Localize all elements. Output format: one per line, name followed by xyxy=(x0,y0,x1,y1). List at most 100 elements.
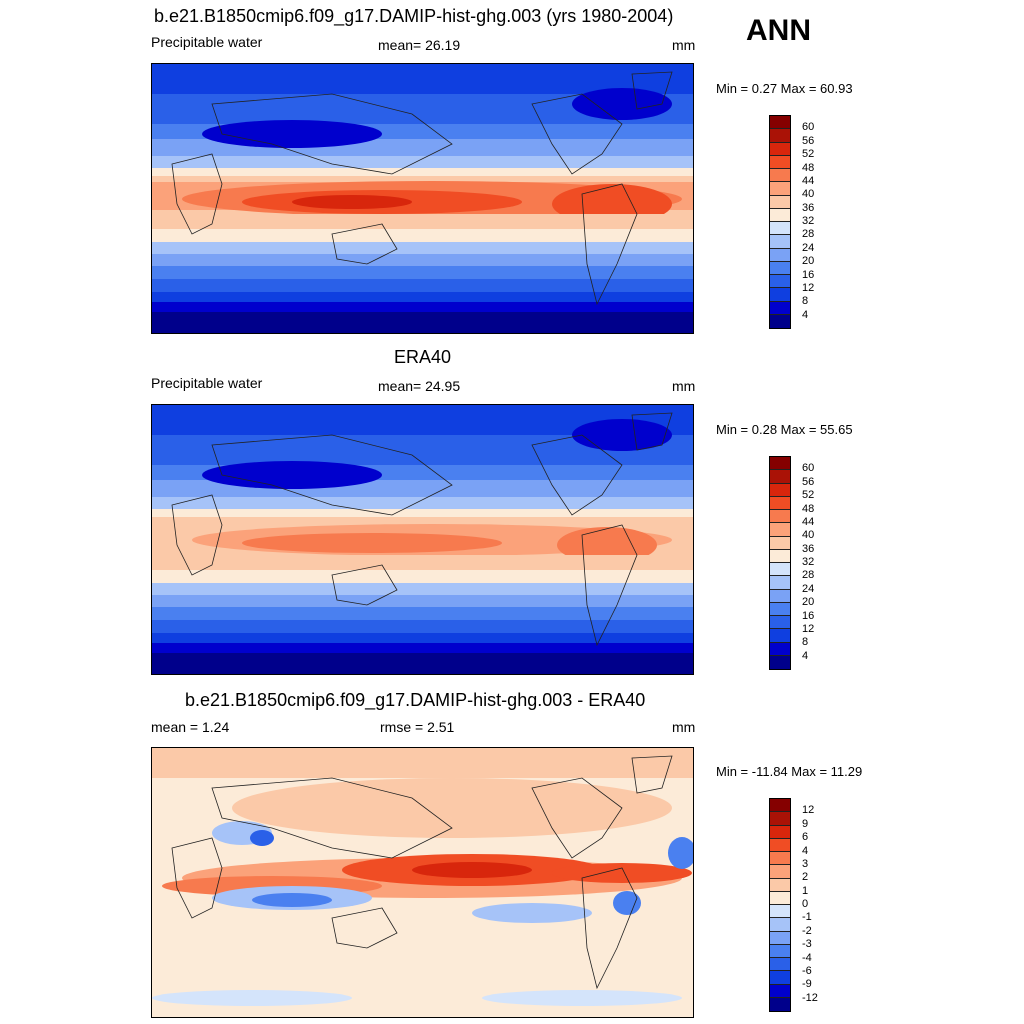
colorbar-tick-label: -9 xyxy=(802,978,812,991)
colorbar-swatch xyxy=(770,496,790,510)
colorbar-swatch xyxy=(770,222,790,236)
colorbar-swatch xyxy=(770,629,790,643)
panel-2-map xyxy=(151,404,694,675)
panel-3-units-label: mm xyxy=(672,719,696,735)
colorbar-tick-label: 32 xyxy=(802,215,815,227)
colorbar-tick-label: 24 xyxy=(802,241,815,254)
panel-3-colorbar xyxy=(769,798,791,1012)
colorbar-tick-label: 12 xyxy=(802,622,815,635)
colorbar-swatch xyxy=(770,825,790,839)
colorbar-tick-label: 0 xyxy=(802,898,809,910)
panel-3-mean-label: mean = 1.24 xyxy=(151,719,230,735)
colorbar-swatch xyxy=(770,944,790,958)
colorbar-swatch xyxy=(770,997,790,1011)
panel-3-title: b.e21.B1850cmip6.f09_g17.DAMIP-hist-ghg.… xyxy=(185,690,646,710)
colorbar-tick-label: 40 xyxy=(802,188,815,201)
panel-1-map xyxy=(151,63,694,334)
colorbar-tick-label: 60 xyxy=(802,121,815,134)
colorbar-swatch xyxy=(770,510,790,524)
colorbar-swatch xyxy=(770,602,790,616)
colorbar-tick-label: 44 xyxy=(802,515,815,528)
colorbar-swatch xyxy=(770,642,790,656)
colorbar-swatch xyxy=(770,905,790,919)
colorbar-swatch xyxy=(770,549,790,563)
panel-2-units-label: mm xyxy=(672,378,696,394)
panel-3-map xyxy=(151,747,694,1018)
colorbar-tick-label: 28 xyxy=(802,569,815,582)
colorbar-swatch xyxy=(770,457,790,471)
colorbar-tick-label: 8 xyxy=(802,295,809,308)
colorbar-tick-label: 12 xyxy=(802,804,815,817)
colorbar-tick-label: 1 xyxy=(802,884,809,897)
colorbar-swatch xyxy=(770,235,790,249)
colorbar-swatch xyxy=(770,984,790,998)
colorbar-tick-label: 2 xyxy=(802,871,809,884)
colorbar-swatch xyxy=(770,314,790,328)
colorbar-swatch xyxy=(770,208,790,222)
colorbar-tick-label: -6 xyxy=(802,964,812,977)
colorbar-tick-label: 40 xyxy=(802,529,815,542)
colorbar-swatch xyxy=(770,275,790,289)
colorbar-swatch xyxy=(770,301,790,315)
panel-2-field xyxy=(152,405,693,674)
panel-3-minmax-label: Min = -11.84 Max = 11.29 xyxy=(716,764,863,779)
colorbar-swatch xyxy=(770,655,790,669)
colorbar-swatch xyxy=(770,129,790,143)
colorbar-swatch xyxy=(770,958,790,972)
panel-1-title: b.e21.B1850cmip6.f09_g17.DAMIP-hist-ghg.… xyxy=(154,6,674,26)
colorbar-swatch xyxy=(770,142,790,156)
colorbar-tick-label: 52 xyxy=(802,489,815,502)
colorbar-swatch xyxy=(770,799,790,813)
colorbar-swatch xyxy=(770,470,790,484)
colorbar-tick-label: 6 xyxy=(802,831,809,844)
colorbar-swatch xyxy=(770,288,790,302)
colorbar-swatch xyxy=(770,563,790,577)
colorbar-swatch xyxy=(770,852,790,866)
colorbar-swatch xyxy=(770,918,790,932)
colorbar-tick-label: 4 xyxy=(802,308,809,321)
colorbar-tick-label: 56 xyxy=(802,475,815,488)
colorbar-swatch xyxy=(770,182,790,196)
colorbar-tick-label: 32 xyxy=(802,556,815,568)
panel-3-field xyxy=(152,748,693,1017)
panel-2-variable-label: Precipitable water xyxy=(151,375,263,391)
colorbar-tick-label: -2 xyxy=(802,924,812,937)
colorbar-tick-label: 16 xyxy=(802,609,815,622)
colorbar-tick-label: 3 xyxy=(802,857,809,870)
colorbar-tick-label: 36 xyxy=(802,201,815,214)
colorbar-tick-label: -1 xyxy=(802,911,812,924)
panel-1-field xyxy=(152,64,693,333)
colorbar-swatch xyxy=(770,878,790,892)
colorbar-swatch xyxy=(770,195,790,209)
panel-2-mean-label: mean= 24.95 xyxy=(378,378,461,394)
season-label: ANN xyxy=(746,14,811,47)
colorbar-swatch xyxy=(770,865,790,879)
colorbar-swatch xyxy=(770,155,790,169)
colorbar-swatch xyxy=(770,116,790,130)
panel-2-colorbar xyxy=(769,456,791,670)
colorbar-swatch xyxy=(770,576,790,590)
colorbar-swatch xyxy=(770,523,790,537)
colorbar-swatch xyxy=(770,483,790,497)
colorbar-tick-label: 60 xyxy=(802,462,815,475)
panel-3-rmse-label: rmse = 2.51 xyxy=(380,719,455,735)
panel-1-colorbar xyxy=(769,115,791,329)
colorbar-swatch xyxy=(770,891,790,905)
colorbar-tick-label: 9 xyxy=(802,817,809,830)
colorbar-tick-label: -4 xyxy=(802,951,812,964)
panel-1-units-label: mm xyxy=(672,37,696,53)
colorbar-tick-label: -3 xyxy=(802,938,812,951)
colorbar-swatch xyxy=(770,616,790,630)
colorbar-swatch xyxy=(770,261,790,275)
colorbar-tick-label: 4 xyxy=(802,844,809,857)
colorbar-swatch xyxy=(770,812,790,826)
colorbar-swatch xyxy=(770,536,790,550)
panel-1-mean-label: mean= 26.19 xyxy=(378,37,461,53)
colorbar-swatch xyxy=(770,248,790,262)
colorbar-tick-label: 48 xyxy=(802,161,815,174)
colorbar-swatch xyxy=(770,931,790,945)
panel-1-variable-label: Precipitable water xyxy=(151,34,263,50)
colorbar-tick-label: 44 xyxy=(802,174,815,187)
colorbar-tick-label: 8 xyxy=(802,636,809,649)
colorbar-tick-label: 28 xyxy=(802,228,815,241)
